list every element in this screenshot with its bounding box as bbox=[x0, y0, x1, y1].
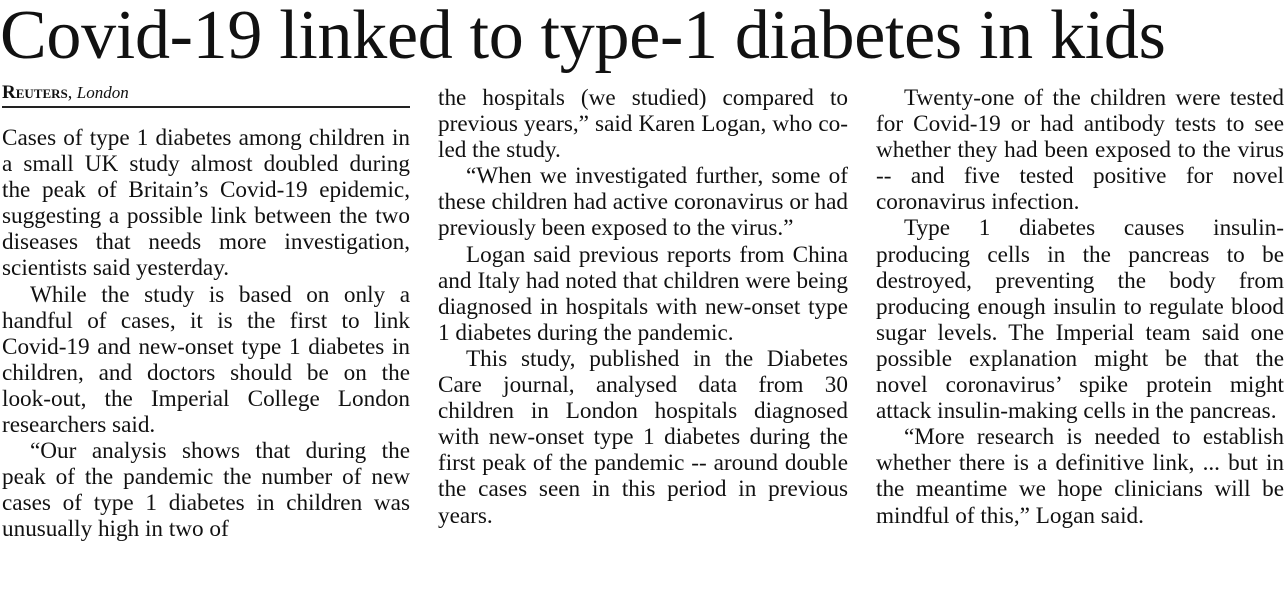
article-paragraph: This study, published in the Diabetes Ca… bbox=[438, 345, 848, 529]
dateline-place: London bbox=[76, 83, 129, 102]
article-paragraph: Type 1 diabetes causes insulin-producing… bbox=[876, 215, 1284, 425]
dateline-agency: Reuters bbox=[2, 82, 68, 103]
dateline-separator: , bbox=[67, 82, 77, 102]
article-paragraph: Cases of type 1 diabetes among children … bbox=[2, 125, 410, 282]
article-column-3: Twenty-one of the children were tested f… bbox=[876, 85, 1284, 529]
article-paragraph: “More research is needed to establish wh… bbox=[876, 424, 1284, 529]
article-headline: Covid-19 linked to type-1 diabetes in ki… bbox=[0, 0, 1166, 74]
article-column-2: the hospitals (we studied) compared to p… bbox=[438, 85, 848, 529]
article-paragraph: “When we investigated further, some of t… bbox=[438, 163, 848, 242]
dateline: Reuters, London bbox=[2, 80, 410, 108]
article-paragraph: the hospitals (we studied) compared to p… bbox=[438, 85, 848, 164]
article-paragraph: While the study is based on only a handf… bbox=[2, 281, 410, 439]
article-paragraph: “Our analysis shows that during the peak… bbox=[2, 438, 410, 543]
article-paragraph: Twenty-one of the children were tested f… bbox=[876, 85, 1284, 216]
article-paragraph: Logan said previous reports from China a… bbox=[438, 241, 848, 346]
article-column-1: Cases of type 1 diabetes among children … bbox=[2, 125, 410, 543]
